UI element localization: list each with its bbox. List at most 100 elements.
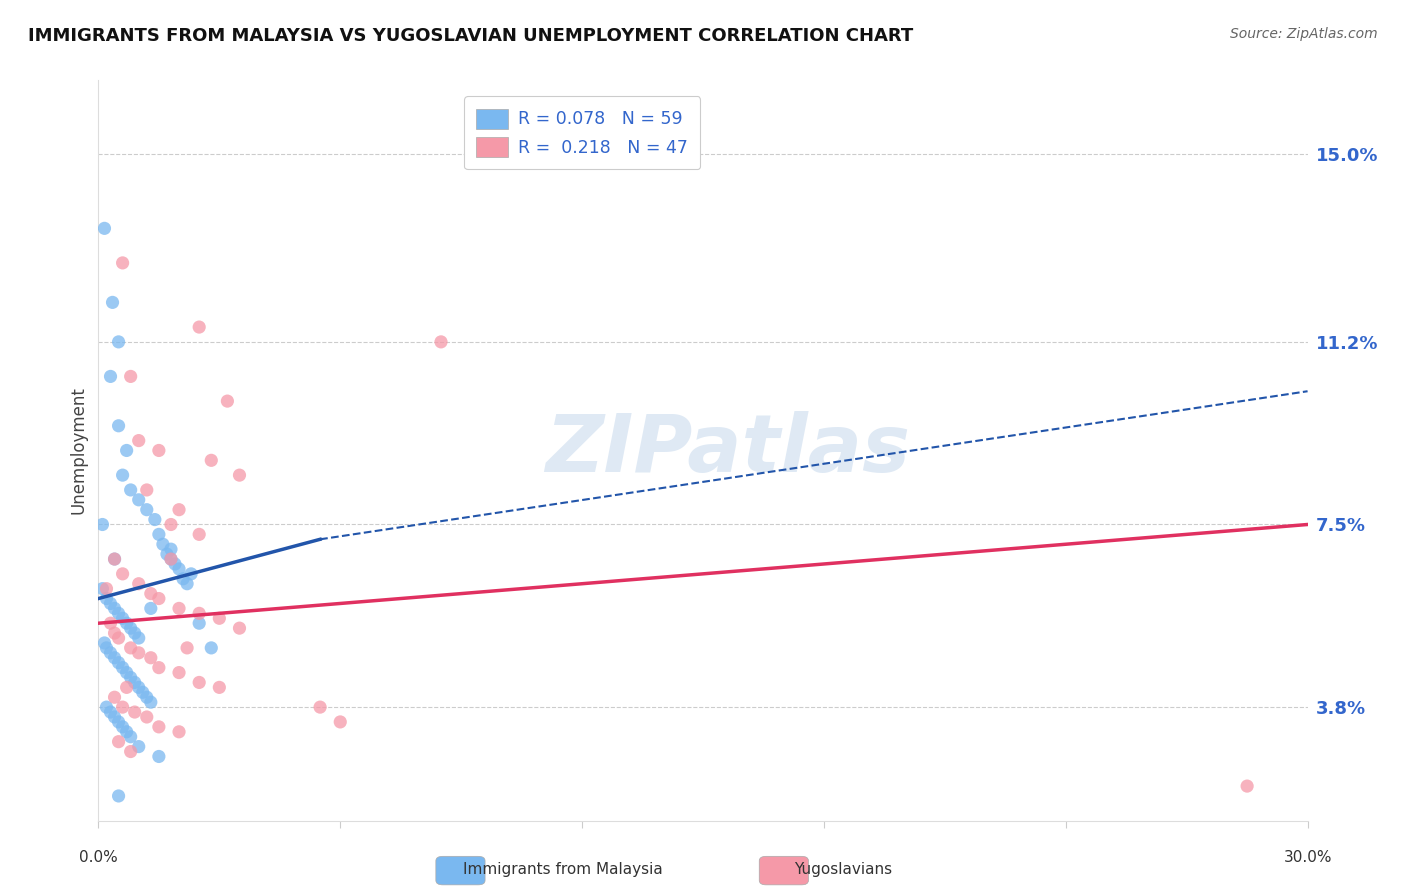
Point [96,700,118,714]
Point [120,730,142,744]
Point [124,705,146,719]
Point [430,334,453,349]
Point [128,631,150,645]
Point [107,334,129,349]
Point [163,557,186,571]
Point [107,789,129,803]
Point [93,636,115,650]
Point [107,418,129,433]
Point [217,394,239,409]
Point [1236,779,1258,793]
Point [188,675,211,690]
Point [309,700,332,714]
Point [120,369,142,384]
Text: Yugoslavians: Yugoslavians [794,863,893,877]
Point [188,616,211,631]
Point [128,646,150,660]
Point [176,640,198,655]
Point [128,434,150,448]
Point [107,734,129,748]
Point [111,611,134,625]
Text: ZIPatlas: ZIPatlas [544,411,910,490]
Point [167,502,190,516]
Point [200,453,222,467]
Point [148,527,170,541]
Point [103,710,125,724]
Point [160,552,183,566]
Point [124,675,146,690]
Text: Source: ZipAtlas.com: Source: ZipAtlas.com [1230,27,1378,41]
Point [111,660,134,674]
Text: 0.0%: 0.0% [79,850,118,865]
Point [135,502,157,516]
Point [128,739,150,754]
Point [111,468,134,483]
Point [188,527,211,541]
Point [115,724,138,739]
Point [115,665,138,680]
Point [228,468,250,483]
Point [167,601,190,615]
Point [208,681,231,695]
Point [115,681,138,695]
Point [100,705,122,719]
Point [128,492,150,507]
Point [135,710,157,724]
Point [180,566,202,581]
Point [160,552,183,566]
Point [188,607,211,621]
Point [120,621,142,635]
Point [160,517,183,532]
Point [93,221,115,235]
Point [103,552,125,566]
Point [208,611,231,625]
Point [103,626,125,640]
Point [132,685,155,699]
Point [139,586,162,600]
Point [111,256,134,270]
Point [91,582,114,596]
Point [329,714,352,729]
Point [148,443,170,458]
Text: IMMIGRANTS FROM MALAYSIA VS YUGOSLAVIAN UNEMPLOYMENT CORRELATION CHART: IMMIGRANTS FROM MALAYSIA VS YUGOSLAVIAN … [28,27,914,45]
Point [148,720,170,734]
Point [228,621,250,635]
Point [152,537,174,551]
Legend: R = 0.078   N = 59, R =  0.218   N = 47: R = 0.078 N = 59, R = 0.218 N = 47 [464,96,700,169]
Point [103,690,125,705]
Point [167,562,190,576]
Point [107,607,129,621]
Point [96,582,118,596]
Point [128,576,150,591]
Point [188,320,211,334]
Point [167,665,190,680]
Point [111,700,134,714]
Point [96,640,118,655]
Point [107,631,129,645]
Text: Immigrants from Malaysia: Immigrants from Malaysia [463,863,662,877]
Point [103,650,125,665]
Point [100,597,122,611]
Point [100,369,122,384]
Point [172,572,194,586]
Point [160,542,183,557]
Point [148,591,170,606]
Point [111,566,134,581]
Point [135,690,157,705]
Point [176,576,198,591]
Point [100,616,122,631]
Point [100,646,122,660]
Point [124,626,146,640]
Point [91,517,114,532]
Point [128,681,150,695]
Point [101,295,124,310]
Point [143,512,166,526]
Point [103,552,125,566]
Point [120,745,142,759]
Point [139,601,162,615]
Point [103,601,125,615]
Point [139,695,162,709]
Point [135,483,157,497]
Point [111,720,134,734]
Point [148,749,170,764]
